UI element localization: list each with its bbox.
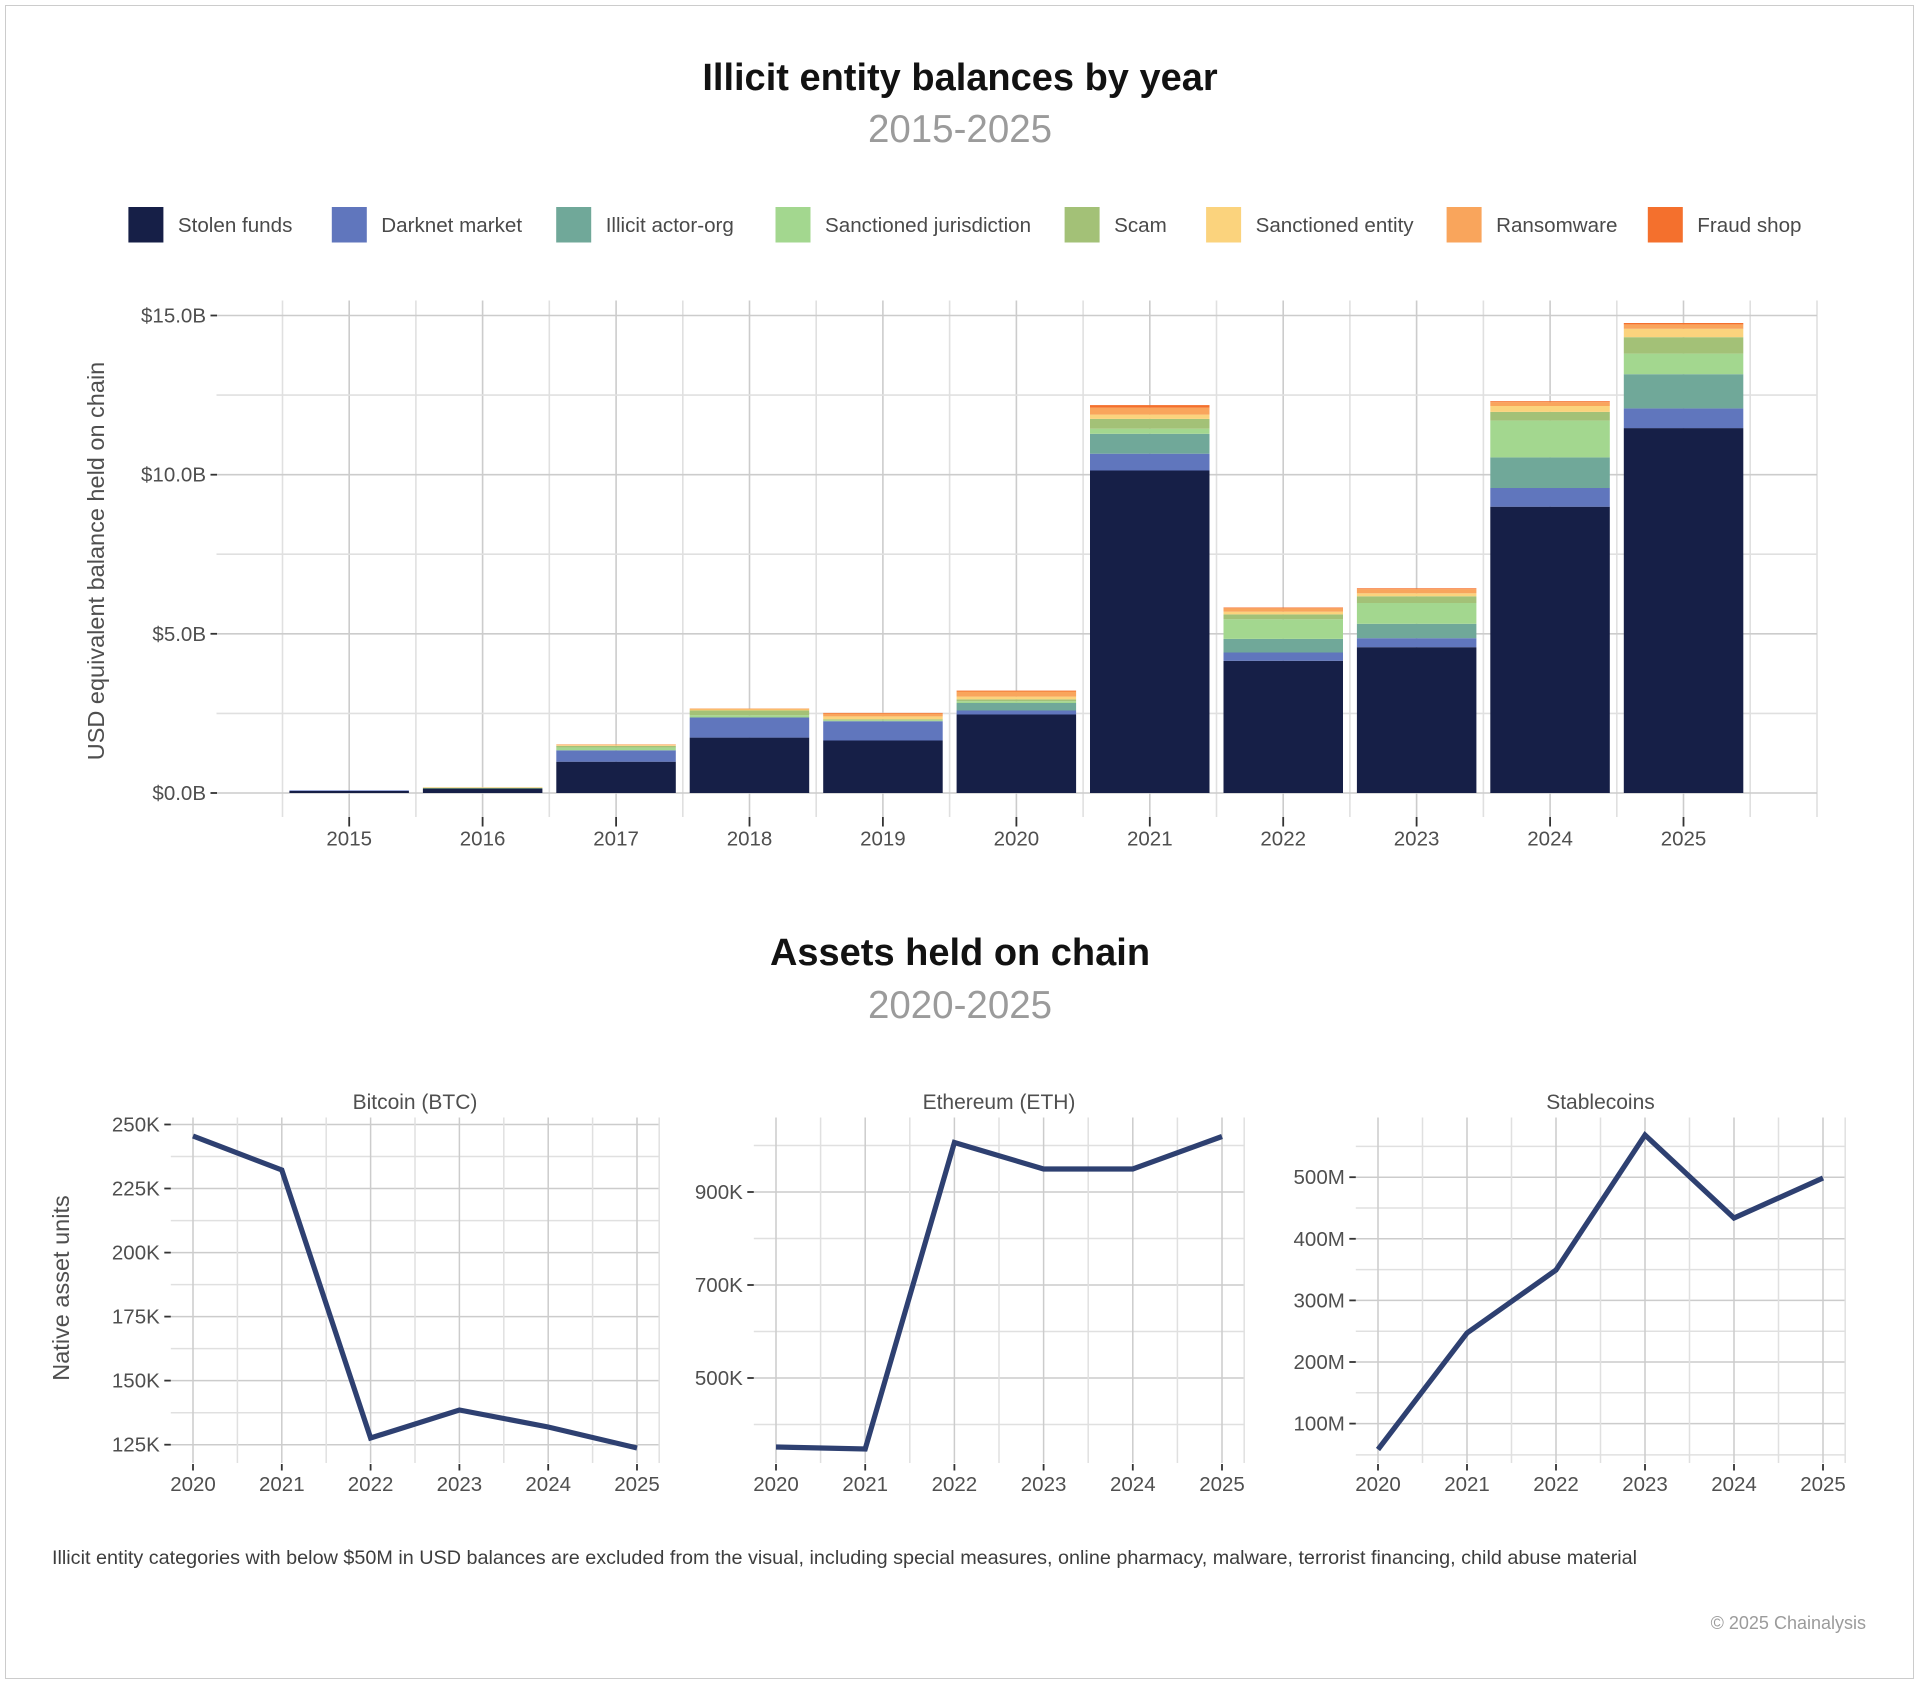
svg-text:$0.0B: $0.0B	[152, 782, 206, 805]
svg-text:Stolen funds: Stolen funds	[178, 214, 293, 237]
svg-text:900K: 900K	[695, 1181, 743, 1204]
svg-text:2025: 2025	[1661, 828, 1707, 851]
svg-text:Ransomware: Ransomware	[1496, 214, 1617, 237]
svg-text:2022: 2022	[1533, 1473, 1579, 1496]
svg-text:2020-2025: 2020-2025	[868, 984, 1052, 1027]
svg-text:500K: 500K	[695, 1367, 743, 1390]
svg-text:Illicit entity categories with: Illicit entity categories with below $50…	[52, 1547, 1637, 1569]
svg-text:225K: 225K	[112, 1178, 160, 1201]
svg-text:2024: 2024	[1711, 1473, 1757, 1496]
svg-text:$5.0B: $5.0B	[152, 623, 206, 646]
svg-text:USD equivalent balance held on: USD equivalent balance held on chain	[83, 362, 109, 760]
svg-text:2015-2025: 2015-2025	[868, 108, 1052, 151]
svg-text:200M: 200M	[1294, 1351, 1345, 1374]
svg-text:© 2025 Chainalysis: © 2025 Chainalysis	[1711, 1613, 1866, 1633]
svg-text:2025: 2025	[1199, 1473, 1245, 1496]
svg-text:$15.0B: $15.0B	[141, 305, 206, 328]
svg-text:Sanctioned jurisdiction: Sanctioned jurisdiction	[825, 214, 1031, 237]
svg-text:Darknet market: Darknet market	[381, 214, 522, 237]
svg-text:Fraud shop: Fraud shop	[1697, 214, 1801, 237]
svg-text:2021: 2021	[259, 1473, 305, 1496]
svg-text:2018: 2018	[727, 828, 773, 851]
svg-text:200K: 200K	[112, 1242, 160, 1265]
svg-text:Scam: Scam	[1114, 214, 1167, 237]
svg-text:2021: 2021	[842, 1473, 888, 1496]
svg-text:2023: 2023	[1394, 828, 1440, 851]
svg-text:2022: 2022	[348, 1473, 394, 1496]
svg-text:Illicit actor-org: Illicit actor-org	[606, 214, 734, 237]
svg-text:Illicit entity balances by yea: Illicit entity balances by year	[702, 57, 1218, 99]
svg-text:400M: 400M	[1294, 1228, 1345, 1251]
svg-text:2019: 2019	[860, 828, 906, 851]
svg-text:700K: 700K	[695, 1274, 743, 1297]
svg-text:2020: 2020	[1355, 1473, 1401, 1496]
svg-text:Stablecoins: Stablecoins	[1546, 1091, 1655, 1114]
svg-text:2025: 2025	[1800, 1473, 1846, 1496]
svg-text:2023: 2023	[1622, 1473, 1668, 1496]
svg-text:2020: 2020	[994, 828, 1040, 851]
svg-text:500M: 500M	[1294, 1166, 1345, 1189]
svg-text:2025: 2025	[614, 1473, 660, 1496]
svg-text:2024: 2024	[1110, 1473, 1156, 1496]
svg-text:2021: 2021	[1127, 828, 1173, 851]
svg-text:150K: 150K	[112, 1370, 160, 1393]
svg-text:125K: 125K	[112, 1434, 160, 1457]
svg-text:2020: 2020	[170, 1473, 216, 1496]
svg-text:2017: 2017	[593, 828, 639, 851]
svg-text:Ethereum (ETH): Ethereum (ETH)	[923, 1091, 1076, 1114]
svg-text:2023: 2023	[437, 1473, 483, 1496]
svg-text:Sanctioned entity: Sanctioned entity	[1256, 214, 1415, 237]
svg-text:2016: 2016	[460, 828, 506, 851]
svg-text:Assets held on chain: Assets held on chain	[770, 932, 1150, 974]
svg-text:175K: 175K	[112, 1306, 160, 1329]
svg-text:2024: 2024	[1527, 828, 1573, 851]
svg-text:2015: 2015	[326, 828, 372, 851]
svg-text:$10.0B: $10.0B	[141, 464, 206, 487]
svg-text:2022: 2022	[1260, 828, 1306, 851]
svg-text:Bitcoin (BTC): Bitcoin (BTC)	[353, 1091, 478, 1114]
svg-text:2021: 2021	[1444, 1473, 1490, 1496]
svg-text:2024: 2024	[525, 1473, 571, 1496]
svg-text:2022: 2022	[932, 1473, 978, 1496]
svg-text:100M: 100M	[1294, 1413, 1345, 1436]
svg-text:250K: 250K	[112, 1114, 160, 1137]
svg-text:300M: 300M	[1294, 1289, 1345, 1312]
svg-text:2020: 2020	[753, 1473, 799, 1496]
svg-text:2023: 2023	[1021, 1473, 1067, 1496]
svg-text:Native asset units: Native asset units	[48, 1195, 74, 1380]
